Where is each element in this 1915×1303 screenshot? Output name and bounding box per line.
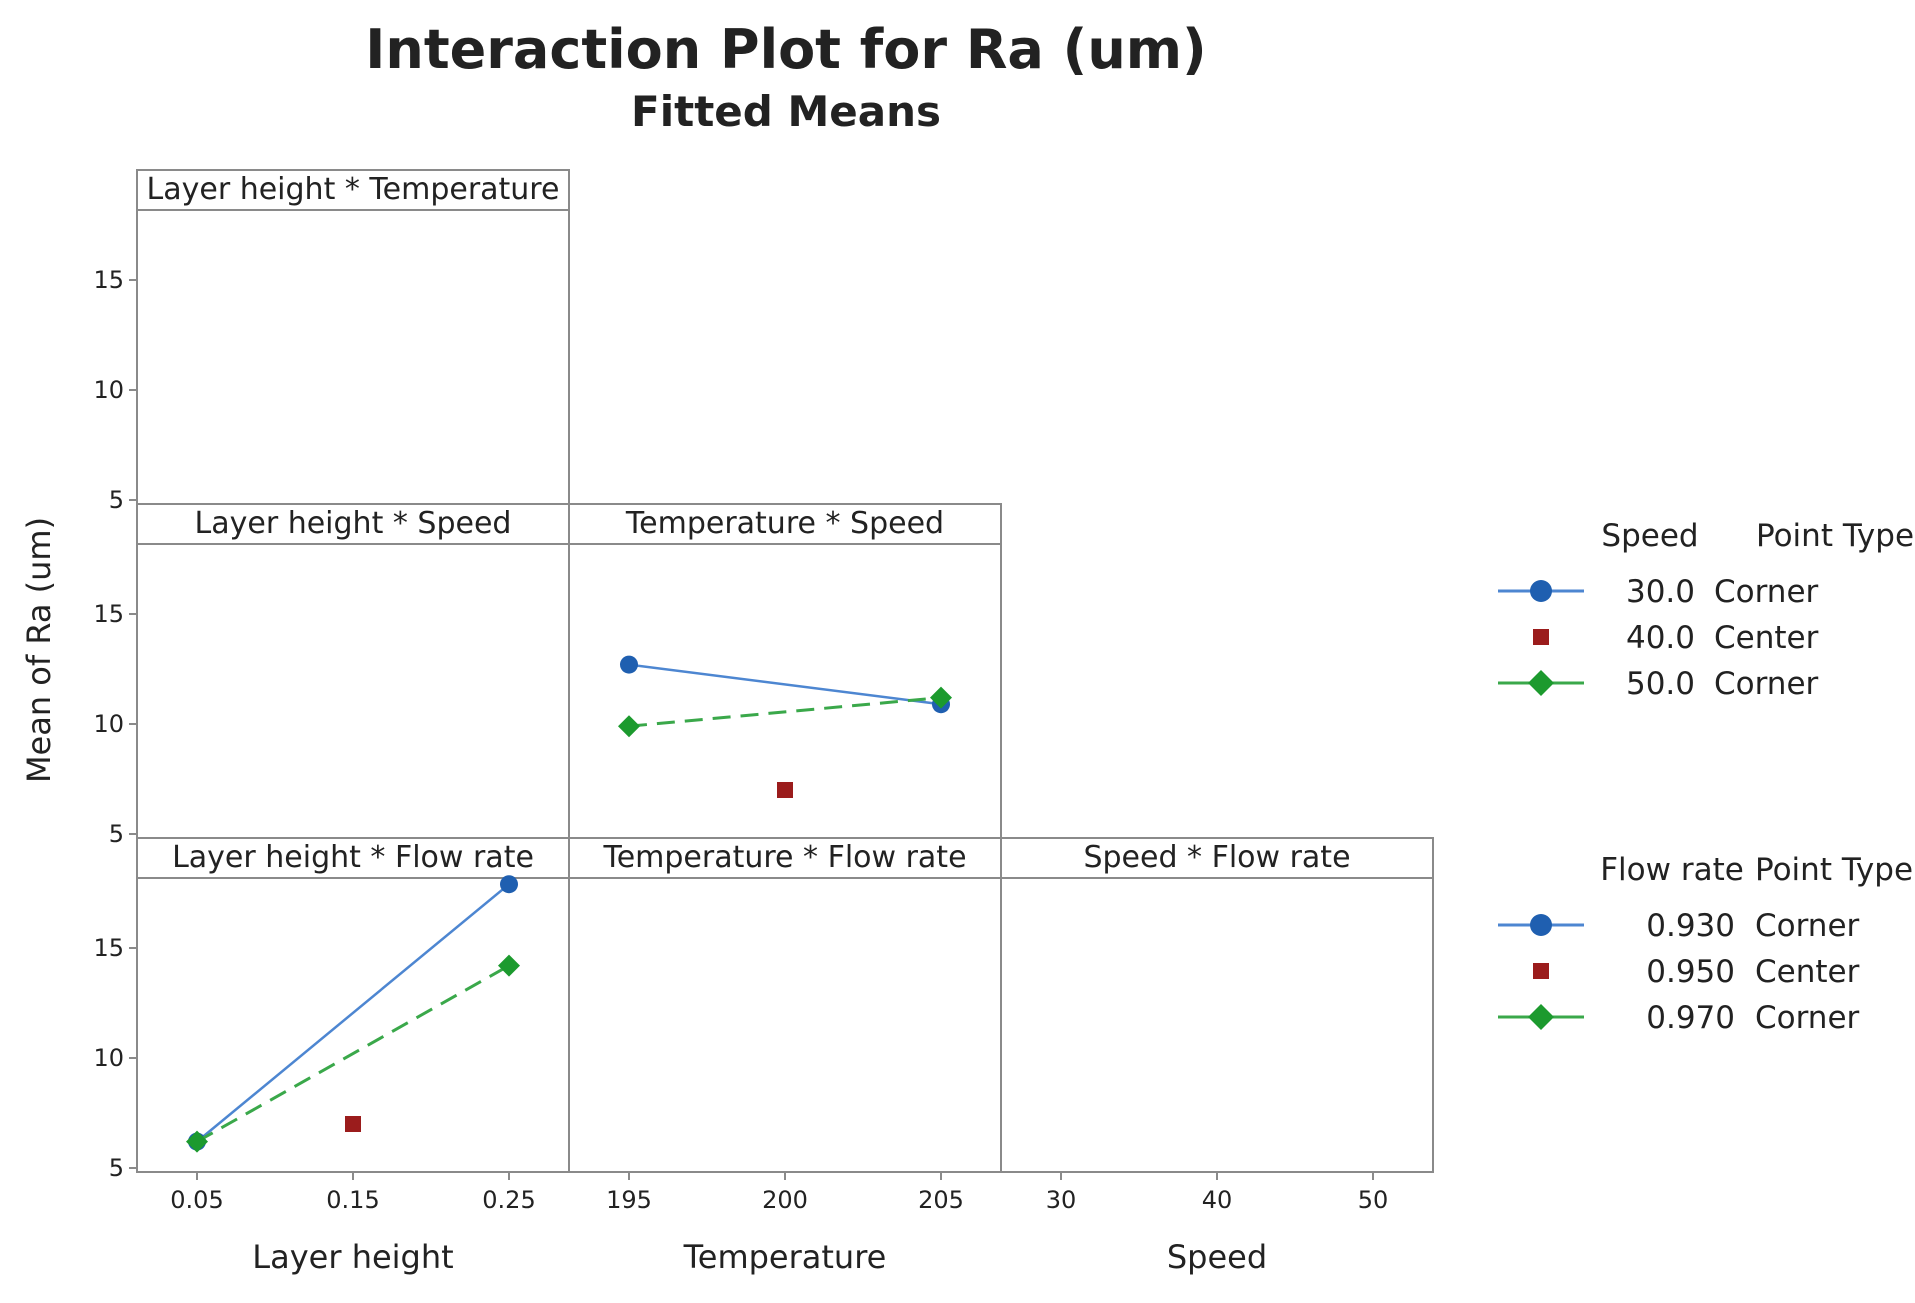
legend-type: Corner xyxy=(1714,666,1819,702)
point-high xyxy=(186,1130,208,1153)
panel-strip xyxy=(568,503,1002,545)
legend-type-header: Point Type xyxy=(1756,518,1914,554)
panel-lh_flow: Layer height * Flow rate xyxy=(136,837,570,1173)
legend-level: 40.0 xyxy=(1626,620,1695,656)
y-tick-label: 5 xyxy=(109,486,124,514)
legend-type: Corner xyxy=(1714,574,1819,610)
y-tick-label: 10 xyxy=(93,710,124,738)
panel-title: Speed * Flow rate xyxy=(1083,840,1350,875)
y-tick-label: 15 xyxy=(93,600,124,628)
x-axis-label: Temperature xyxy=(683,1238,887,1276)
series-line-high xyxy=(196,964,510,1143)
panel-strip xyxy=(568,837,1002,879)
chart-title: Interaction Plot for Ra (um) xyxy=(365,18,1206,81)
legend-factor-header: Flow rate xyxy=(1600,852,1744,888)
legend-level: 0.950 xyxy=(1646,954,1735,990)
legend-type: Center xyxy=(1755,954,1860,990)
legend-level: 30.0 xyxy=(1626,574,1695,610)
legend-marker-high xyxy=(1528,1004,1554,1030)
panel-frame xyxy=(136,503,570,839)
chart-subtitle: Fitted Means xyxy=(631,87,941,136)
panel-strip xyxy=(1000,837,1434,879)
point-high xyxy=(498,954,520,977)
x-axis-label: Layer height xyxy=(252,1238,453,1276)
legend-level: 0.930 xyxy=(1646,908,1735,944)
panel-lh_temp: Layer height * Temperature xyxy=(136,169,570,505)
panel-title: Layer height * Speed xyxy=(195,506,512,541)
panel-grid: Layer height * Temperature Layer height *… xyxy=(136,169,1434,1173)
series-line-high xyxy=(628,696,942,728)
legend-marker-center xyxy=(1533,629,1549,645)
point-low xyxy=(500,875,518,894)
legend-level: 50.0 xyxy=(1626,666,1695,702)
panel-strip xyxy=(136,837,570,879)
x-tick-label: 30 xyxy=(1046,1186,1077,1214)
legend-type-header: Point Type xyxy=(1755,852,1913,888)
panel-strip xyxy=(136,503,570,545)
legend-1: Flow rate Point Type 0.930 Corner 0.950 Cente… xyxy=(1498,852,1913,1036)
legend-factor-header: Speed xyxy=(1601,518,1698,554)
panel-speed_flow: Speed * Flow rate xyxy=(1000,837,1434,1173)
panel-temp_speed: Temperature * Speed xyxy=(568,503,1002,839)
point-center xyxy=(777,782,793,798)
panel-frame xyxy=(1000,837,1434,1173)
legend-marker-low xyxy=(1530,580,1552,602)
panel-frame xyxy=(568,837,1002,1173)
y-tick-label: 15 xyxy=(93,934,124,962)
data-marks xyxy=(186,655,952,1153)
y-tick-label: 10 xyxy=(93,1044,124,1072)
series-line-low xyxy=(196,883,510,1143)
series-line-low xyxy=(628,663,942,706)
panel-strip xyxy=(136,169,570,211)
y-axis-label: Mean of Ra (um) xyxy=(20,517,58,783)
x-tick-label: 200 xyxy=(762,1186,808,1214)
y-tick-label: 5 xyxy=(109,820,124,848)
legend-type: Center xyxy=(1714,620,1819,656)
point-high xyxy=(618,715,640,738)
y-tick-label: 15 xyxy=(93,266,124,294)
x-axis-label: Speed xyxy=(1167,1238,1267,1276)
point-low xyxy=(620,655,638,674)
x-tick-label: 205 xyxy=(918,1186,964,1214)
x-tick-label: 50 xyxy=(1358,1186,1389,1214)
y-tick-label: 10 xyxy=(93,376,124,404)
point-center xyxy=(345,1116,361,1132)
legend-0: Speed Point Type 30.0 Corner 40.0 Center 50.0 C… xyxy=(1498,518,1914,702)
x-tick-label: 40 xyxy=(1202,1186,1233,1214)
panel-title: Layer height * Flow rate xyxy=(172,840,534,875)
panel-title: Temperature * Speed xyxy=(625,506,944,541)
x-tick-label: 195 xyxy=(606,1186,652,1214)
y-tick-label: 5 xyxy=(109,1154,124,1182)
point-high xyxy=(930,686,952,709)
legend-marker-low xyxy=(1530,914,1552,936)
x-tick-label: 0.05 xyxy=(170,1186,223,1214)
legend-level: 0.970 xyxy=(1646,1000,1735,1036)
panel-temp_flow: Temperature * Flow rate xyxy=(568,837,1002,1173)
panel-title: Temperature * Flow rate xyxy=(602,840,966,875)
panel-title: Layer height * Temperature xyxy=(147,172,560,207)
panel-lh_speed: Layer height * Speed xyxy=(136,503,570,839)
panel-frame xyxy=(136,169,570,505)
legend-type: Corner xyxy=(1755,1000,1860,1036)
y-ticks: 5 10 15 5 10 15 5 10 15 xyxy=(93,266,137,1182)
legend-marker-high xyxy=(1528,670,1554,696)
legend-type: Corner xyxy=(1755,908,1860,944)
x-tick-label: 0.15 xyxy=(326,1186,379,1214)
legend-marker-center xyxy=(1533,963,1549,979)
x-ticks: 0.05 0.15 0.25 Layer height 195 200 205 Tempera… xyxy=(170,1172,1388,1276)
x-tick-label: 0.25 xyxy=(482,1186,535,1214)
legends: Speed Point Type 30.0 Corner 40.0 Center 50.0 C… xyxy=(1498,518,1914,1036)
